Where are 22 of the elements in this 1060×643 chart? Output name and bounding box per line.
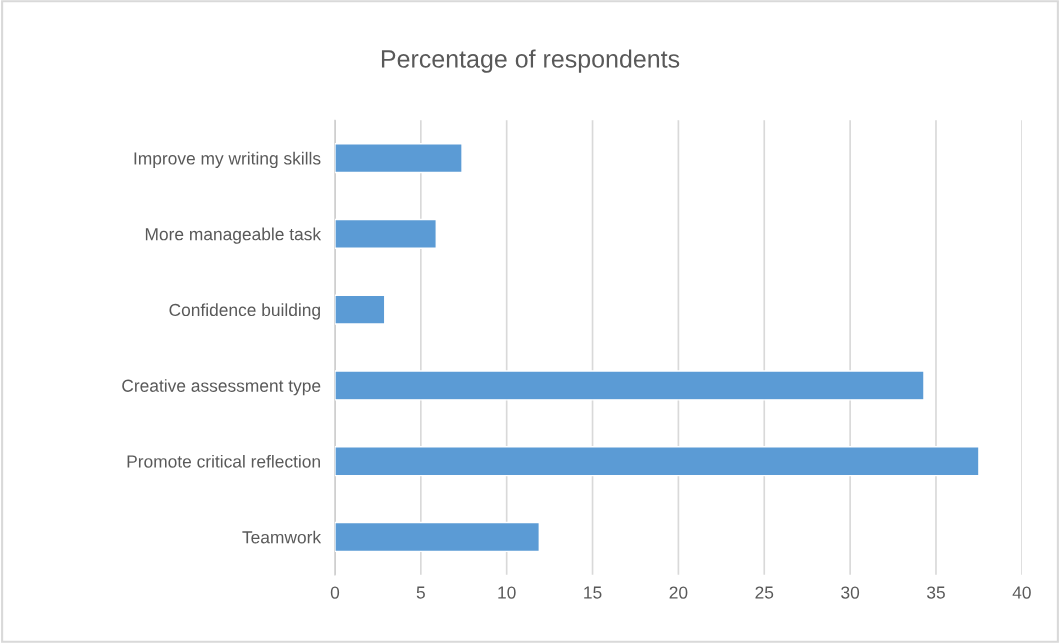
bar xyxy=(334,294,386,325)
chart-title: Percentage of respondents xyxy=(381,49,680,73)
x-tick-label: 35 xyxy=(926,586,945,599)
bar xyxy=(334,218,437,249)
x-tick-label: 40 xyxy=(1012,586,1031,599)
y-tick-label: More manageable task xyxy=(145,227,322,244)
x-tick-label: 10 xyxy=(498,586,516,599)
x-tick-label: 15 xyxy=(584,586,602,599)
x-tick-label: 30 xyxy=(841,586,860,599)
bar xyxy=(334,446,980,477)
x-tick-label: 0 xyxy=(330,586,340,599)
x-tick-label: 5 xyxy=(416,586,425,599)
x-tick-label: 20 xyxy=(669,586,688,599)
bar xyxy=(334,521,541,553)
bar xyxy=(334,370,925,401)
x-tick-label: 25 xyxy=(755,586,774,599)
y-tick-label: Creative assessment type xyxy=(122,379,321,396)
y-tick-label: Improve my writing skills xyxy=(134,151,321,169)
bar xyxy=(334,143,463,174)
y-tick-label: Confidence building xyxy=(169,303,320,320)
y-tick-label: Teamwork xyxy=(242,530,322,544)
y-tick-label: Promote critical reflection xyxy=(127,454,320,468)
